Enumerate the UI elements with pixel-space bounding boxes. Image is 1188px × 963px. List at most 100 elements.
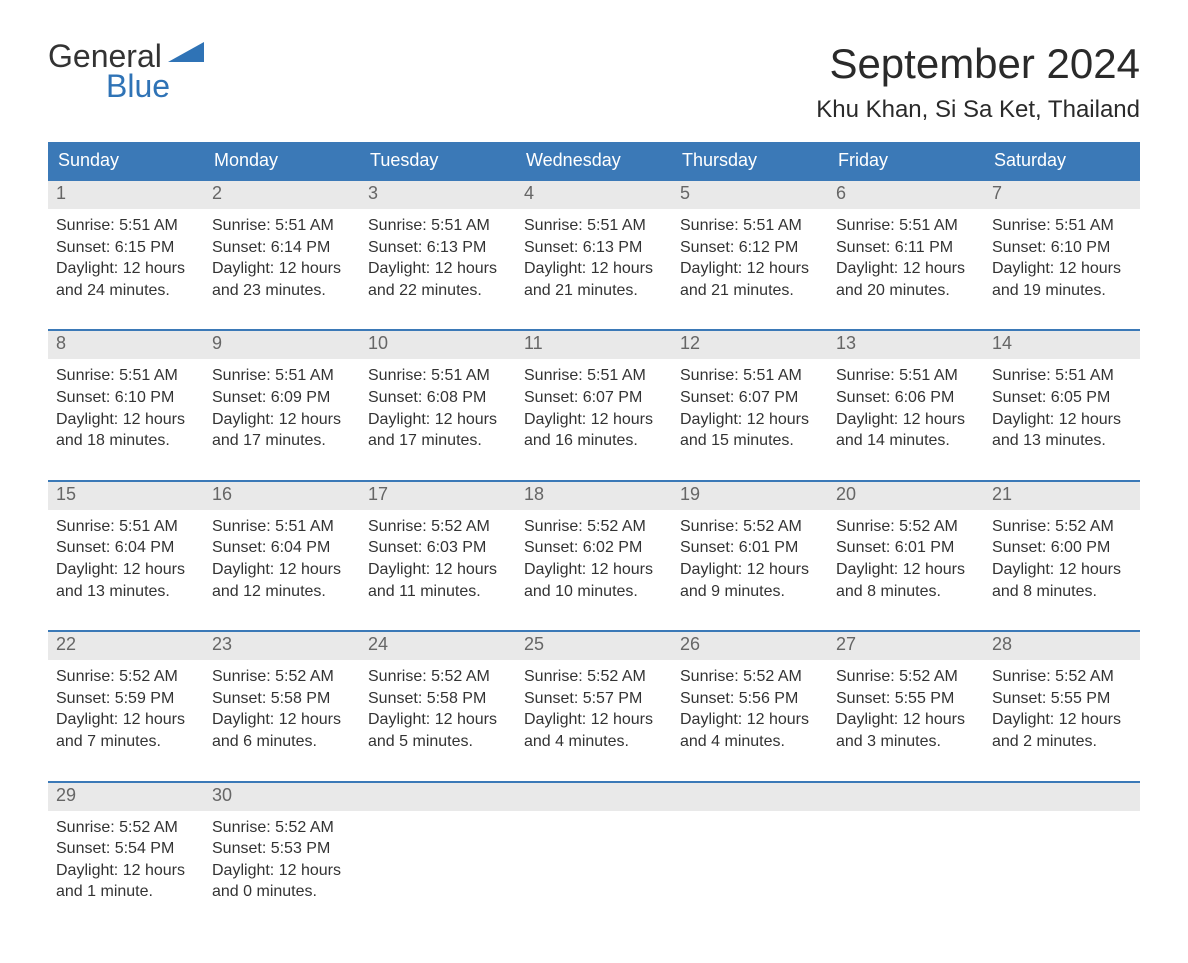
daylight-line-1: Daylight: 12 hours: [56, 559, 196, 581]
daylight-line-2: and 9 minutes.: [680, 581, 820, 603]
day-number: 20: [828, 482, 984, 510]
sunrise-line: Sunrise: 5:51 AM: [836, 215, 976, 237]
day-body: Sunrise: 5:51 AMSunset: 6:15 PMDaylight:…: [48, 209, 204, 301]
sunset-line: Sunset: 6:14 PM: [212, 237, 352, 259]
sunset-line: Sunset: 6:04 PM: [212, 537, 352, 559]
day-body: Sunrise: 5:52 AMSunset: 6:00 PMDaylight:…: [984, 510, 1140, 602]
sunrise-line: Sunrise: 5:51 AM: [836, 365, 976, 387]
sunrise-line: Sunrise: 5:51 AM: [992, 365, 1132, 387]
sunrise-line: Sunrise: 5:51 AM: [212, 215, 352, 237]
daylight-line-1: Daylight: 12 hours: [212, 559, 352, 581]
day-body: Sunrise: 5:51 AMSunset: 6:13 PMDaylight:…: [360, 209, 516, 301]
header: General Blue September 2024 Khu Khan, Si…: [48, 40, 1140, 124]
daylight-line-1: Daylight: 12 hours: [524, 559, 664, 581]
sunrise-line: Sunrise: 5:52 AM: [56, 817, 196, 839]
day-number: 11: [516, 331, 672, 359]
day-cell: 10Sunrise: 5:51 AMSunset: 6:08 PMDayligh…: [360, 331, 516, 451]
daylight-line-2: and 24 minutes.: [56, 280, 196, 302]
day-body: Sunrise: 5:51 AMSunset: 6:13 PMDaylight:…: [516, 209, 672, 301]
daylight-line-2: and 6 minutes.: [212, 731, 352, 753]
day-number: 12: [672, 331, 828, 359]
sunrise-line: Sunrise: 5:51 AM: [212, 365, 352, 387]
day-number: 5: [672, 181, 828, 209]
logo: General Blue: [48, 40, 204, 102]
day-number: 7: [984, 181, 1140, 209]
day-number: 4: [516, 181, 672, 209]
sunrise-line: Sunrise: 5:52 AM: [524, 516, 664, 538]
day-cell: 5Sunrise: 5:51 AMSunset: 6:12 PMDaylight…: [672, 181, 828, 301]
day-number: 28: [984, 632, 1140, 660]
sunrise-line: Sunrise: 5:51 AM: [56, 516, 196, 538]
weekday-thursday: Thursday: [672, 142, 828, 179]
title-block: September 2024 Khu Khan, Si Sa Ket, Thai…: [816, 40, 1140, 124]
day-body: Sunrise: 5:52 AMSunset: 5:58 PMDaylight:…: [360, 660, 516, 752]
daylight-line-2: and 1 minute.: [56, 881, 196, 903]
day-body: Sunrise: 5:52 AMSunset: 5:54 PMDaylight:…: [48, 811, 204, 903]
day-body: Sunrise: 5:52 AMSunset: 5:58 PMDaylight:…: [204, 660, 360, 752]
daylight-line-1: Daylight: 12 hours: [836, 709, 976, 731]
daylight-line-2: and 5 minutes.: [368, 731, 508, 753]
sunset-line: Sunset: 6:05 PM: [992, 387, 1132, 409]
day-number: 14: [984, 331, 1140, 359]
daylight-line-1: Daylight: 12 hours: [524, 258, 664, 280]
sunset-line: Sunset: 5:59 PM: [56, 688, 196, 710]
daylight-line-1: Daylight: 12 hours: [524, 409, 664, 431]
day-body: Sunrise: 5:51 AMSunset: 6:04 PMDaylight:…: [204, 510, 360, 602]
sunset-line: Sunset: 5:58 PM: [368, 688, 508, 710]
sunset-line: Sunset: 6:11 PM: [836, 237, 976, 259]
day-cell: [828, 783, 984, 903]
daylight-line-1: Daylight: 12 hours: [368, 258, 508, 280]
day-cell: 19Sunrise: 5:52 AMSunset: 6:01 PMDayligh…: [672, 482, 828, 602]
day-number: 15: [48, 482, 204, 510]
day-cell: 26Sunrise: 5:52 AMSunset: 5:56 PMDayligh…: [672, 632, 828, 752]
day-number: 27: [828, 632, 984, 660]
sunrise-line: Sunrise: 5:51 AM: [368, 365, 508, 387]
sunrise-line: Sunrise: 5:52 AM: [992, 666, 1132, 688]
daylight-line-2: and 2 minutes.: [992, 731, 1132, 753]
sunset-line: Sunset: 5:54 PM: [56, 838, 196, 860]
day-body: Sunrise: 5:51 AMSunset: 6:09 PMDaylight:…: [204, 359, 360, 451]
day-number: 30: [204, 783, 360, 811]
sunset-line: Sunset: 5:55 PM: [836, 688, 976, 710]
daylight-line-1: Daylight: 12 hours: [56, 409, 196, 431]
month-title: September 2024: [816, 40, 1140, 88]
daylight-line-1: Daylight: 12 hours: [524, 709, 664, 731]
day-body: Sunrise: 5:52 AMSunset: 5:55 PMDaylight:…: [984, 660, 1140, 752]
sunrise-line: Sunrise: 5:52 AM: [212, 666, 352, 688]
location-subtitle: Khu Khan, Si Sa Ket, Thailand: [816, 96, 1140, 124]
daylight-line-1: Daylight: 12 hours: [212, 860, 352, 882]
logo-word-2: Blue: [106, 70, 204, 102]
day-cell: 17Sunrise: 5:52 AMSunset: 6:03 PMDayligh…: [360, 482, 516, 602]
weekday-header-row: Sunday Monday Tuesday Wednesday Thursday…: [48, 142, 1140, 179]
sunrise-line: Sunrise: 5:52 AM: [212, 817, 352, 839]
day-body: Sunrise: 5:52 AMSunset: 6:02 PMDaylight:…: [516, 510, 672, 602]
week-row: 15Sunrise: 5:51 AMSunset: 6:04 PMDayligh…: [48, 480, 1140, 602]
day-number: 24: [360, 632, 516, 660]
day-cell: [984, 783, 1140, 903]
daylight-line-2: and 18 minutes.: [56, 430, 196, 452]
day-body: Sunrise: 5:51 AMSunset: 6:11 PMDaylight:…: [828, 209, 984, 301]
daylight-line-2: and 4 minutes.: [680, 731, 820, 753]
sunset-line: Sunset: 6:02 PM: [524, 537, 664, 559]
sunset-line: Sunset: 6:07 PM: [524, 387, 664, 409]
sunrise-line: Sunrise: 5:52 AM: [680, 516, 820, 538]
daylight-line-1: Daylight: 12 hours: [368, 559, 508, 581]
sunrise-line: Sunrise: 5:51 AM: [56, 365, 196, 387]
daylight-line-2: and 12 minutes.: [212, 581, 352, 603]
day-number: 17: [360, 482, 516, 510]
daylight-line-2: and 20 minutes.: [836, 280, 976, 302]
day-number: [516, 783, 672, 811]
day-body: Sunrise: 5:52 AMSunset: 6:01 PMDaylight:…: [828, 510, 984, 602]
sunrise-line: Sunrise: 5:52 AM: [524, 666, 664, 688]
sunset-line: Sunset: 6:00 PM: [992, 537, 1132, 559]
day-cell: 25Sunrise: 5:52 AMSunset: 5:57 PMDayligh…: [516, 632, 672, 752]
day-cell: 4Sunrise: 5:51 AMSunset: 6:13 PMDaylight…: [516, 181, 672, 301]
day-cell: 15Sunrise: 5:51 AMSunset: 6:04 PMDayligh…: [48, 482, 204, 602]
day-cell: 27Sunrise: 5:52 AMSunset: 5:55 PMDayligh…: [828, 632, 984, 752]
day-body: Sunrise: 5:52 AMSunset: 5:59 PMDaylight:…: [48, 660, 204, 752]
daylight-line-2: and 19 minutes.: [992, 280, 1132, 302]
sunset-line: Sunset: 6:09 PM: [212, 387, 352, 409]
day-cell: 11Sunrise: 5:51 AMSunset: 6:07 PMDayligh…: [516, 331, 672, 451]
daylight-line-2: and 3 minutes.: [836, 731, 976, 753]
sunrise-line: Sunrise: 5:51 AM: [680, 365, 820, 387]
